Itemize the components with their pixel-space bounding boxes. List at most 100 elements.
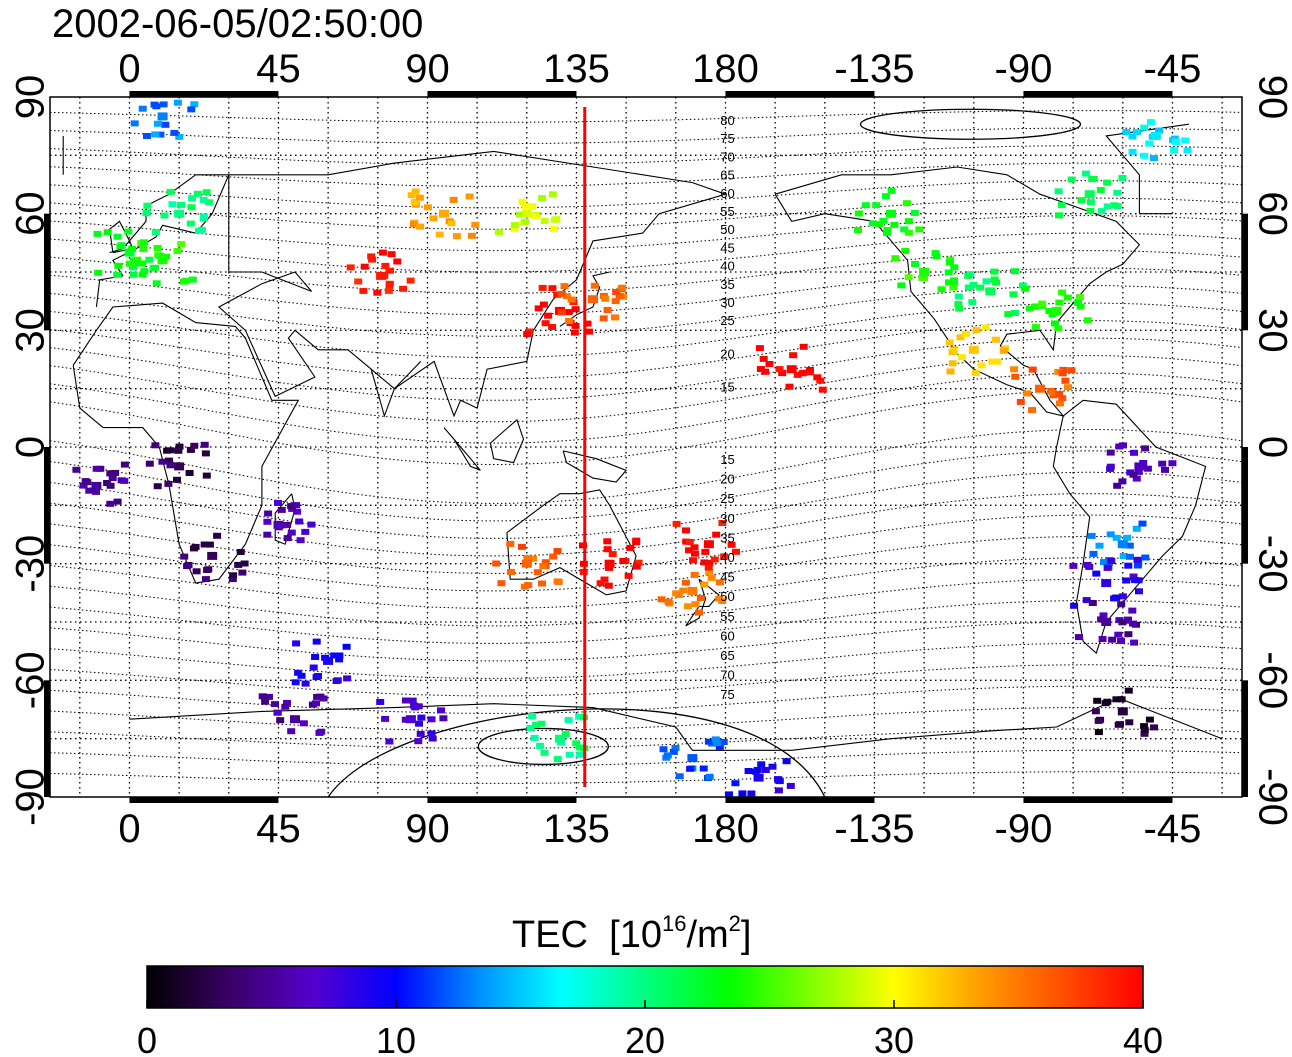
- tec-sample: [530, 734, 539, 741]
- tec-sample: [900, 226, 909, 233]
- tec-sample: [1094, 717, 1103, 724]
- tec-sample: [1055, 391, 1064, 398]
- tec-sample: [619, 557, 628, 564]
- tec-sample: [194, 190, 202, 197]
- tec-sample: [757, 761, 766, 768]
- tec-sample: [695, 609, 703, 616]
- tec-sample: [1057, 202, 1066, 209]
- north-america-coastline: [774, 166, 1141, 417]
- tec-sample: [672, 520, 681, 527]
- tec-sample: [1150, 724, 1158, 731]
- bottom-edge-bar: [1023, 797, 1173, 803]
- contour-labels: 80 75 70 65 60 55 50 45 40 35 30 25 20 15 15 20 25 30 35 40…: [720, 113, 734, 702]
- tec-sample: [1045, 308, 1054, 314]
- tec-sample: [977, 362, 986, 369]
- tec-sample: [261, 698, 270, 705]
- tec-sample: [1118, 593, 1127, 600]
- tec-sample: [1055, 299, 1064, 306]
- tec-sample: [603, 546, 612, 553]
- tec-sample: [932, 253, 941, 260]
- tec-sample: [151, 131, 160, 138]
- contour-label: 20: [720, 472, 734, 487]
- tec-sample: [111, 469, 120, 476]
- tec-sample: [271, 701, 279, 708]
- tec-sample: [465, 193, 474, 200]
- tec-sample: [1103, 203, 1112, 210]
- x-tick-bottom: 45: [256, 807, 301, 851]
- tec-sample: [718, 598, 727, 604]
- tec-sample: [150, 264, 159, 271]
- tec-sample: [564, 309, 573, 316]
- tec-sample: [128, 245, 137, 252]
- tec-sample: [236, 549, 245, 555]
- tec-sample: [774, 787, 783, 794]
- y-tick-left: -90: [9, 768, 53, 826]
- y-tick-right: 0: [1250, 436, 1292, 458]
- tec-sample: [175, 133, 184, 140]
- tec-sample: [185, 470, 194, 476]
- top-edge-bar: [725, 91, 875, 97]
- tec-sample: [274, 499, 282, 506]
- colorbar-tick-label: 20: [625, 1020, 665, 1057]
- tec-sample: [756, 366, 765, 372]
- tec-sample: [292, 640, 301, 647]
- y-tick-left: 60: [9, 191, 53, 236]
- tec-sample: [154, 252, 163, 259]
- tec-sample: [1140, 124, 1149, 131]
- x-tick-top: -90: [995, 47, 1053, 91]
- tec-sample: [1094, 729, 1103, 736]
- right-edge-bar: [1242, 213, 1248, 331]
- tec-sample: [1129, 471, 1138, 478]
- contour-label: 50: [720, 589, 734, 604]
- right-edge-bar: [1242, 447, 1248, 564]
- tec-sample: [1115, 443, 1124, 450]
- tec-sample: [1113, 189, 1122, 196]
- tec-sample: [301, 528, 310, 535]
- tec-sample: [385, 738, 394, 745]
- tec-sample: [553, 756, 562, 763]
- tec-sample: [991, 336, 1000, 343]
- tec-sample: [1004, 311, 1013, 318]
- tec-sample: [765, 361, 774, 367]
- tec-sample: [755, 345, 764, 352]
- antarctica-coastline: [129, 695, 1223, 751]
- tec-sample: [1107, 558, 1116, 564]
- tec-sample: [950, 277, 959, 284]
- tec-sample: [993, 358, 1002, 365]
- tec-sample: [1140, 727, 1149, 734]
- tec-sample: [309, 664, 318, 671]
- tec-sample: [897, 282, 906, 289]
- tec-sample: [944, 279, 953, 286]
- tec-sample: [301, 680, 310, 687]
- tec-sample: [199, 197, 208, 203]
- tec-sample: [1030, 303, 1039, 310]
- tec-sample: [416, 730, 425, 737]
- tec-sample: [538, 580, 546, 587]
- contour-label: 70: [720, 668, 734, 683]
- tec-sample: [548, 285, 557, 292]
- tec-sample: [553, 291, 562, 298]
- tec-sample: [182, 277, 191, 284]
- tec-sample: [79, 482, 88, 489]
- tec-sample: [775, 778, 784, 785]
- tec-sample: [311, 654, 320, 660]
- tec-sample: [281, 703, 290, 710]
- tec-sample: [657, 596, 666, 603]
- tec-point: [1117, 540, 1128, 549]
- tec-sample: [671, 745, 680, 751]
- contour-label: 30: [720, 511, 734, 526]
- contour-label: 65: [720, 648, 734, 663]
- tec-sample: [156, 131, 165, 138]
- tec-sample: [287, 529, 296, 536]
- tec-sample: [129, 271, 138, 278]
- tec-sample: [1150, 155, 1158, 162]
- tec-sample: [1140, 723, 1149, 730]
- tec-sample: [782, 758, 791, 765]
- tec-point: [290, 715, 300, 724]
- tec-sample: [1010, 366, 1019, 373]
- x-tick-top: 180: [692, 47, 759, 91]
- tec-sample: [1131, 577, 1140, 584]
- x-tick-top: 0: [118, 47, 140, 91]
- magnetic-contour-line: [49, 664, 1243, 697]
- tec-sample: [818, 386, 827, 393]
